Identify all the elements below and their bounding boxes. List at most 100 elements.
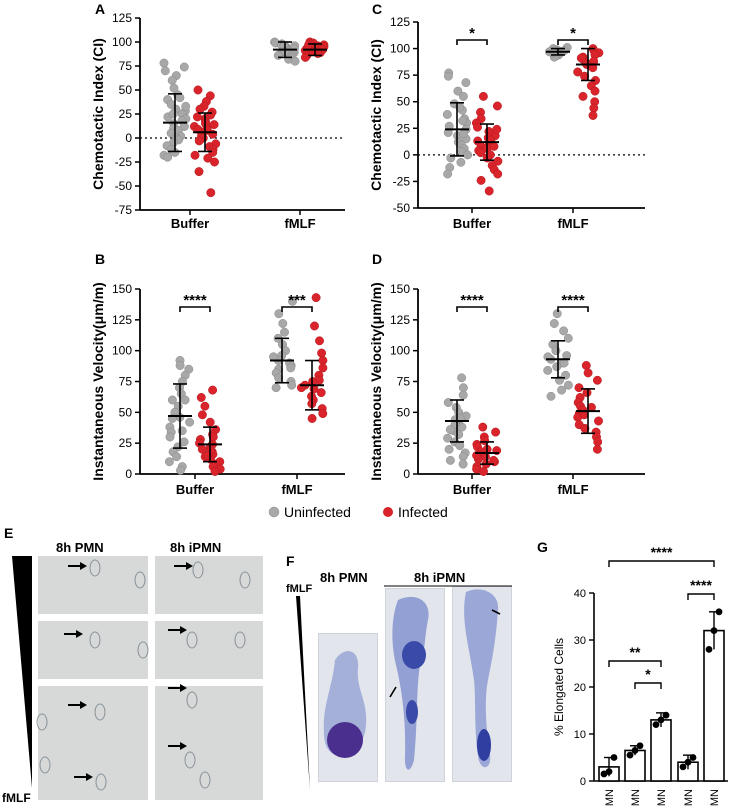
y-tick-label: 50 (119, 83, 133, 97)
fmlf-gradient-wedge-f (296, 596, 310, 790)
panel-d: 0 25 50 75 100 125 150 Buffer fMLF Instantaneous … (368, 282, 645, 497)
x-tick-label: 0h PMN (604, 789, 616, 806)
panel-c: -50 -25 0 25 50 75 100 125 Buffer fMLF Chemotactic… (368, 15, 645, 231)
point-infected (588, 111, 598, 120)
point-infected (311, 293, 321, 303)
micrograph-cell (39, 756, 51, 774)
point-infected (196, 393, 206, 402)
significance-bracket (179, 306, 211, 312)
point-uninfected (546, 391, 556, 401)
significance-label: * (469, 25, 475, 42)
point-uninfected (168, 109, 178, 119)
bar (703, 629, 725, 782)
micrograph-e-ipmn-4 (155, 742, 263, 800)
point-infected (478, 422, 488, 432)
point-uninfected (463, 150, 473, 160)
point-uninfected (458, 116, 468, 126)
panel-g: 0 10 20 30 40 % Elongated Cells 0h PMN 4h PMN 4h… (552, 544, 728, 806)
point-infected (593, 437, 603, 447)
y-tick-label: 40 (574, 588, 586, 600)
point-infected (484, 186, 494, 196)
point-infected (210, 157, 219, 167)
panel-f: F 8h PMN 8h iPMN fMLF (286, 553, 512, 790)
point-uninfected (453, 86, 463, 96)
y-tick-label: 0 (125, 131, 132, 145)
significance-bracket (456, 306, 488, 312)
point-uninfected (160, 66, 170, 76)
significance-bracket (634, 682, 662, 689)
panel-b: 0 25 50 75 100 125 150 Buffer fMLF Instantaneous … (90, 282, 345, 497)
panel-f-col2-label: 8h iPMN (414, 570, 465, 585)
y-tick-label: 100 (112, 344, 132, 358)
bar-point (662, 711, 670, 719)
micrograph-cell (89, 559, 101, 577)
y-axis-label: Instantaneous Velocity(μm/m) (368, 282, 384, 480)
micrograph-cell (199, 771, 211, 789)
point-infected (476, 148, 486, 158)
legend-label-uninfected: Uninfected (284, 504, 351, 520)
significance-bracket (557, 39, 589, 45)
arrow-e-head (80, 701, 87, 709)
y-tick-label: 100 (390, 42, 410, 56)
point-infected (476, 175, 486, 185)
bar-point (626, 751, 634, 759)
point-uninfected (274, 309, 284, 319)
point-infected (200, 401, 210, 411)
point-infected (492, 101, 502, 111)
point-uninfected (159, 58, 169, 68)
micrograph-cell (186, 631, 198, 649)
point-uninfected (458, 91, 468, 101)
y-axis-label: % Elongated Cells (552, 638, 566, 736)
point-uninfected (458, 390, 468, 400)
point-infected (592, 375, 602, 385)
y-axis-label: Chemotactic Index (CI) (368, 39, 384, 191)
stain-cell-ipmn-2 (464, 589, 499, 768)
point-uninfected (454, 430, 464, 439)
point-infected (307, 414, 317, 423)
point-infected (203, 153, 213, 163)
y-tick-label: 0 (403, 148, 410, 162)
micrograph-e-pmn-2 (38, 621, 148, 679)
y-tick-label: 25 (119, 107, 133, 121)
micrograph-e-ipmn-3 (155, 686, 263, 744)
arrow-e-head (80, 562, 87, 570)
point-infected (193, 85, 203, 95)
y-tick-label: 100 (390, 344, 410, 358)
point-uninfected (169, 83, 179, 93)
y-tick-label: 100 (112, 35, 132, 49)
micrograph-cell (94, 703, 106, 721)
x-tick-label: 8h PMN (683, 789, 695, 806)
point-infected (578, 91, 588, 101)
point-infected (573, 67, 583, 77)
point-uninfected (458, 452, 468, 462)
x-tick-label: Buffer (453, 216, 491, 231)
point-infected (590, 86, 600, 96)
point-uninfected (179, 62, 189, 72)
bar-point (710, 627, 718, 634)
micrograph-cell (95, 773, 107, 791)
point-uninfected (445, 425, 455, 435)
bar-point (705, 646, 713, 653)
x-tick-label: fMLF (557, 216, 588, 231)
micrograph-cell (192, 561, 204, 579)
point-uninfected (559, 326, 569, 336)
y-tick-label: 25 (397, 436, 411, 450)
y-tick-label: 20 (574, 682, 586, 694)
point-infected (300, 52, 310, 62)
y-tick-label: -25 (393, 174, 411, 188)
point-uninfected (563, 380, 573, 390)
point-infected (190, 150, 200, 160)
bar-point (715, 608, 723, 616)
stain-nucleus-ipmn-2 (477, 729, 491, 761)
y-tick-label: 125 (112, 11, 132, 25)
x-tick-label: Buffer (453, 482, 491, 497)
point-uninfected (290, 56, 300, 66)
point-infected (208, 385, 218, 395)
arrow-e-head (180, 684, 187, 692)
legend-label-infected: Infected (398, 504, 448, 520)
y-tick-label: -50 (393, 201, 411, 215)
point-uninfected (167, 395, 177, 405)
panel-letter-c: C (372, 1, 382, 17)
point-infected (592, 444, 602, 454)
x-tick-label: fMLF (281, 482, 312, 497)
